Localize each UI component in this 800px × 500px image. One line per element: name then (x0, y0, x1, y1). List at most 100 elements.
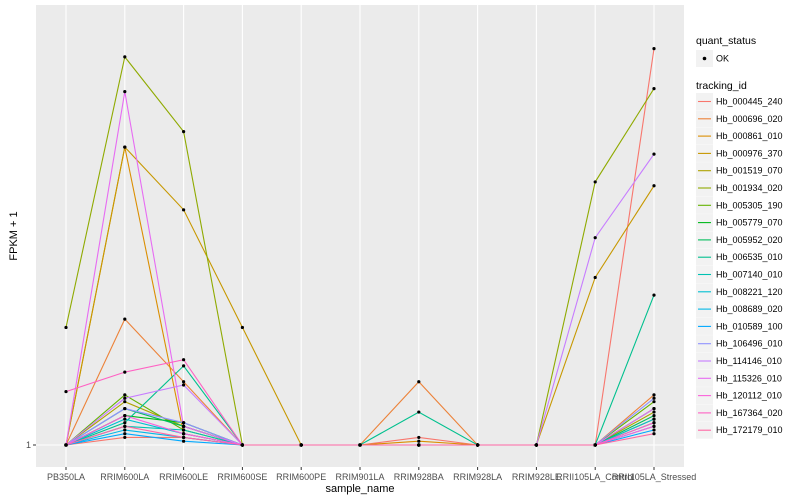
legend-label-Hb_008221_120: Hb_008221_120 (716, 287, 783, 297)
data-point (417, 439, 421, 443)
data-point (182, 208, 186, 212)
data-point (182, 383, 186, 387)
data-point (476, 443, 480, 447)
y-tick-label: 1 (26, 440, 31, 450)
data-point (182, 432, 186, 436)
data-point (123, 317, 127, 321)
data-point (240, 443, 244, 447)
x-tick-label: RRIM928LA (453, 472, 502, 482)
data-point (417, 435, 421, 440)
legend-label-Hb_114146_010: Hb_114146_010 (716, 356, 782, 366)
data-point (123, 370, 127, 374)
data-point (123, 55, 127, 59)
x-tick-label: PB350LA (47, 472, 85, 482)
legend-label-Hb_120112_010: Hb_120112_010 (716, 391, 782, 401)
data-point (123, 417, 127, 421)
x-tick-label: RRIM600LA (100, 472, 149, 482)
data-point (652, 152, 656, 156)
data-point (123, 396, 127, 400)
legend-label-Hb_001519_070: Hb_001519_070 (716, 166, 783, 176)
data-point (593, 443, 597, 447)
data-point (123, 406, 127, 411)
data-point (123, 435, 127, 440)
legend-label-Hb_007140_010: Hb_007140_010 (716, 270, 783, 280)
data-point (593, 275, 597, 280)
data-point (652, 410, 656, 414)
x-tick-label: RRIM928LE (512, 472, 561, 482)
x-tick-label: RRIM600LE (159, 472, 208, 482)
data-point (652, 396, 656, 400)
data-point (417, 443, 421, 447)
x-axis-title: sample_name (325, 483, 394, 495)
legend-label-Hb_010589_100: Hb_010589_100 (716, 321, 783, 331)
data-point (182, 358, 186, 362)
data-point (652, 184, 656, 188)
legend-title-tracking-id: tracking_id (696, 80, 747, 92)
x-tick-label: RRIM928BA (394, 472, 444, 482)
legend-label-Hb_008689_020: Hb_008689_020 (716, 304, 783, 314)
legend-label-Hb_172179_010: Hb_172179_010 (716, 425, 783, 435)
x-tick-label: RRII105LA_Control (556, 472, 634, 482)
legend-label-Hb_005952_020: Hb_005952_020 (716, 235, 783, 245)
legend-label-Hb_000976_370: Hb_000976_370 (716, 148, 783, 158)
data-point (652, 400, 656, 404)
legend-label-Hb_000696_020: Hb_000696_020 (716, 114, 783, 124)
data-point (652, 47, 656, 51)
data-point (182, 380, 186, 384)
data-point (182, 129, 186, 134)
data-point (123, 90, 127, 94)
data-point (652, 406, 656, 411)
data-point (652, 417, 656, 421)
x-tick-label: RRIM600PE (276, 472, 326, 482)
data-point (123, 393, 127, 397)
legend-label-Hb_001934_020: Hb_001934_020 (716, 183, 783, 193)
legend-label-Hb_106496_010: Hb_106496_010 (716, 339, 783, 349)
x-tick-label: RRIM901LA (335, 472, 384, 482)
data-point (358, 443, 362, 447)
data-point (593, 236, 597, 240)
data-point (182, 424, 186, 428)
data-point (652, 413, 656, 418)
data-point (652, 424, 656, 428)
data-point (652, 293, 656, 297)
legend-label-Hb_000861_010: Hb_000861_010 (716, 131, 783, 141)
data-point (64, 389, 68, 394)
data-point (240, 325, 244, 330)
data-point (534, 443, 539, 447)
data-point (123, 145, 127, 149)
legend-label-quant-status: OK (716, 54, 729, 64)
x-tick-label: RRII105LA_Stressed (612, 472, 697, 482)
data-point (652, 393, 656, 397)
data-point (417, 380, 421, 384)
data-point (123, 432, 127, 436)
data-point (64, 325, 68, 330)
y-axis-ticks: 1 (26, 440, 36, 450)
data-point (182, 421, 186, 425)
data-point (652, 87, 656, 91)
data-point (652, 428, 656, 432)
data-point (182, 428, 186, 432)
legend-label-Hb_005779_070: Hb_005779_070 (716, 218, 783, 228)
data-point (123, 428, 127, 432)
data-point (593, 180, 597, 184)
data-point (652, 421, 656, 425)
data-point (64, 443, 68, 447)
legend-point-key (702, 56, 707, 61)
data-point (123, 421, 127, 425)
y-axis-title: FPKM + 1 (8, 211, 20, 260)
legend-label-Hb_115326_010: Hb_115326_010 (716, 373, 782, 383)
x-gridlines (65, 5, 655, 467)
x-axis-ticks: PB350LA RRIM600LA RRIM600LE RRIM600SE RRIM60… (47, 467, 696, 482)
legend-label-Hb_167364_020: Hb_167364_020 (716, 408, 783, 418)
data-point (182, 439, 186, 443)
data-point (417, 410, 421, 414)
legend: quant_status OK tracking_id Hb_000445_240 Hb… (696, 35, 783, 439)
legend-label-Hb_000445_240: Hb_000445_240 (716, 97, 783, 107)
legend-label-Hb_006535_010: Hb_006535_010 (716, 252, 783, 262)
legend-label-Hb_005305_190: Hb_005305_190 (716, 200, 783, 210)
data-point (123, 400, 127, 404)
data-point (182, 435, 186, 440)
data-point (652, 432, 656, 436)
data-points (64, 47, 656, 447)
